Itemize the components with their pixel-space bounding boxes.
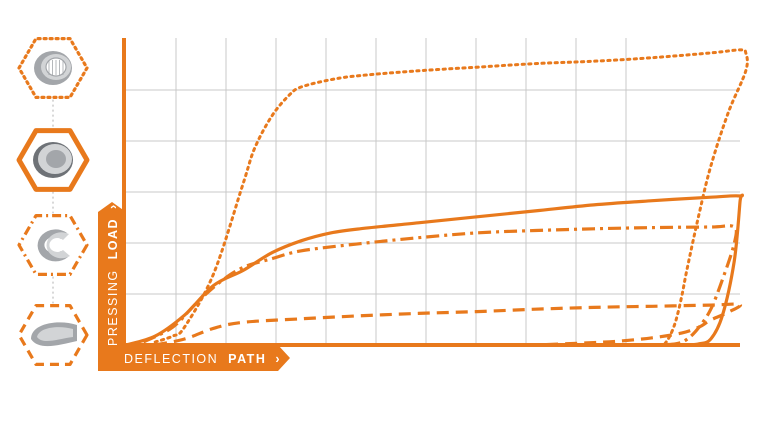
x-axis-label-normal: DEFLECTION [124, 352, 218, 366]
tube-face-icon [46, 232, 70, 259]
y-axis-label: PRESSING LOAD › [106, 203, 120, 346]
series-line-dash-dot [142, 224, 739, 347]
x-axis-label: DEFLECTION PATH › [124, 352, 281, 366]
grid-lines [126, 38, 740, 345]
series-line-dotted [153, 48, 749, 347]
profile-icon-dotted [17, 36, 89, 100]
y-axis-label-normal: PRESSING [106, 269, 120, 346]
x-axis-label-badge-tip [278, 345, 290, 371]
y-axis-label-bold: LOAD [106, 218, 120, 259]
profile-icon-dashdot [17, 214, 89, 276]
series-line-dashed [154, 302, 743, 347]
y-axis-label-badge [98, 212, 126, 370]
y-axis-chevron-icon: › [106, 203, 120, 209]
profile-icons-legend [16, 36, 90, 366]
series-group [125, 48, 749, 347]
y-axis-label-badge-tip [98, 202, 126, 212]
tube-face-icon [37, 327, 73, 342]
hexagon-frame-icon [17, 214, 89, 276]
x-axis-label-bold: PATH [228, 352, 266, 366]
profile-icon-dashed [17, 304, 89, 366]
axes-group: PRESSING LOAD › DEFLECTION PATH › [98, 38, 740, 371]
tube-bore-icon [46, 150, 66, 168]
x-axis-chevron-icon: › [275, 352, 281, 366]
x-axis-label-badge [98, 345, 278, 371]
series-line-solid [125, 193, 745, 347]
profile-icon-solid [16, 128, 90, 192]
